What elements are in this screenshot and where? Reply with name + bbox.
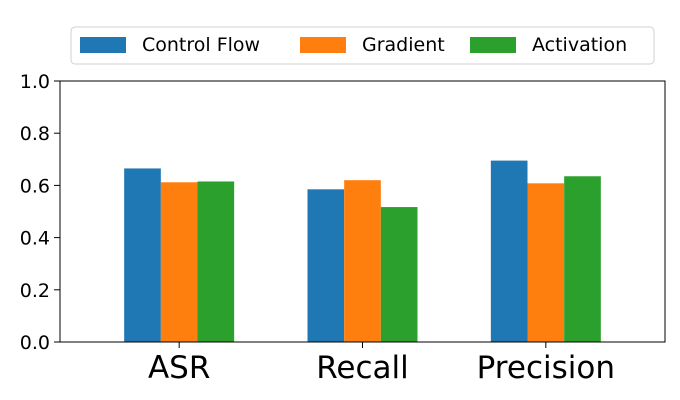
legend-swatch-control-flow	[80, 37, 126, 53]
legend-label-gradient: Gradient	[362, 34, 445, 56]
bar-control-flow-recall	[307, 189, 345, 342]
y-tick-label: 0.6	[20, 175, 50, 197]
y-tick-label: 0.4	[20, 228, 50, 250]
bar-activation-precision	[564, 176, 601, 342]
y-axis: 0.0 0.2 0.4 0.6 0.8 1.0	[20, 71, 60, 354]
x-tick-label: Recall	[316, 350, 409, 386]
bars-group	[124, 160, 601, 342]
legend-box	[70, 26, 655, 65]
bar-control-flow-precision	[490, 160, 528, 342]
bar-gradient-recall	[344, 180, 381, 342]
bar-control-flow-asr	[124, 168, 161, 342]
legend-swatch-activation	[470, 37, 516, 53]
x-axis: ASR Recall Precision	[148, 342, 615, 386]
bar-gradient-asr	[160, 182, 198, 342]
x-tick-label: ASR	[148, 350, 210, 386]
legend-label-activation: Activation	[532, 34, 627, 56]
legend-swatch-gradient	[300, 37, 346, 53]
y-tick-label: 0.8	[20, 123, 50, 145]
y-tick-label: 1.0	[20, 71, 50, 93]
legend-label-control-flow: Control Flow	[142, 34, 260, 56]
legend: Control Flow Gradient Activation	[70, 26, 655, 65]
bar-gradient-precision	[527, 183, 565, 342]
x-tick-label: Precision	[477, 350, 615, 386]
bar-activation-recall	[380, 207, 418, 342]
y-tick-label: 0.2	[20, 280, 50, 302]
y-tick-label: 0.0	[20, 332, 50, 354]
bar-activation-asr	[197, 181, 235, 342]
